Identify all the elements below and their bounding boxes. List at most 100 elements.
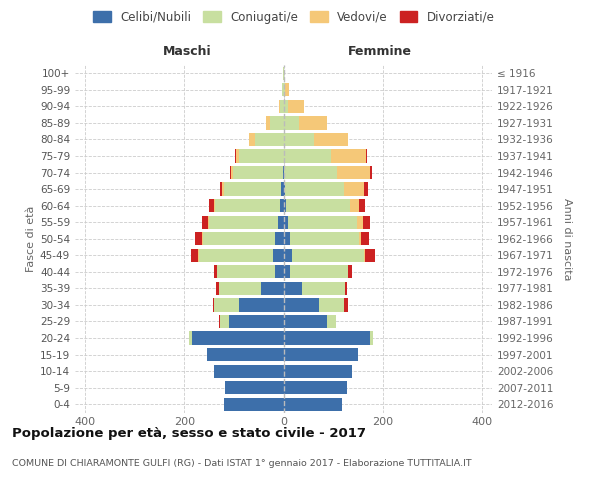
Bar <box>359 199 365 212</box>
Bar <box>281 182 284 196</box>
Y-axis label: Fasce di età: Fasce di età <box>26 206 36 272</box>
Bar <box>224 398 284 411</box>
Bar <box>275 265 284 278</box>
Bar <box>219 282 261 295</box>
Bar <box>290 265 347 278</box>
Bar <box>194 232 202 245</box>
Bar <box>365 248 376 262</box>
Bar <box>272 248 284 262</box>
Bar <box>213 298 214 312</box>
Bar <box>299 116 326 130</box>
Bar <box>219 315 220 328</box>
Bar <box>357 216 363 229</box>
Bar <box>370 166 373 179</box>
Bar <box>206 348 284 361</box>
Bar <box>348 265 352 278</box>
Bar <box>370 332 373 344</box>
Bar <box>191 332 284 344</box>
Bar <box>286 199 350 212</box>
Bar <box>302 282 344 295</box>
Bar <box>284 298 319 312</box>
Bar <box>284 232 290 245</box>
Bar <box>290 232 359 245</box>
Bar <box>214 364 284 378</box>
Bar <box>284 133 314 146</box>
Bar <box>209 216 278 229</box>
Bar <box>239 150 284 162</box>
Bar <box>203 232 275 245</box>
Bar <box>289 100 304 113</box>
Bar <box>232 166 233 179</box>
Bar <box>327 315 336 328</box>
Bar <box>214 199 215 212</box>
Bar <box>283 166 284 179</box>
Bar <box>284 248 292 262</box>
Bar <box>282 83 284 96</box>
Bar <box>284 315 327 328</box>
Bar <box>220 315 229 328</box>
Bar <box>284 100 289 113</box>
Bar <box>363 216 370 229</box>
Bar <box>249 133 255 146</box>
Bar <box>314 133 348 146</box>
Bar <box>284 398 342 411</box>
Bar <box>292 248 364 262</box>
Bar <box>214 265 217 278</box>
Bar <box>284 265 290 278</box>
Bar <box>202 216 208 229</box>
Bar <box>284 83 286 96</box>
Bar <box>344 298 348 312</box>
Bar <box>284 216 289 229</box>
Bar <box>284 199 286 212</box>
Bar <box>319 298 344 312</box>
Bar <box>198 248 199 262</box>
Text: Femmine: Femmine <box>347 45 412 58</box>
Bar <box>269 116 284 130</box>
Bar <box>284 150 331 162</box>
Bar <box>233 166 283 179</box>
Bar <box>208 216 209 229</box>
Bar <box>284 381 347 394</box>
Bar <box>230 166 232 179</box>
Text: Maschi: Maschi <box>163 45 212 58</box>
Bar <box>361 232 369 245</box>
Bar <box>284 348 358 361</box>
Bar <box>189 332 191 344</box>
Bar <box>261 282 284 295</box>
Legend: Celibi/Nubili, Coniugati/e, Vedovi/e, Divorziati/e: Celibi/Nubili, Coniugati/e, Vedovi/e, Di… <box>89 6 499 28</box>
Y-axis label: Anni di nascita: Anni di nascita <box>562 198 572 280</box>
Bar <box>236 150 239 162</box>
Bar <box>364 248 365 262</box>
Bar <box>344 282 347 295</box>
Text: COMUNE DI CHIARAMONTE GULFI (RG) - Dati ISTAT 1° gennaio 2017 - Elaborazione TUT: COMUNE DI CHIARAMONTE GULFI (RG) - Dati … <box>12 459 472 468</box>
Bar <box>284 182 285 196</box>
Bar <box>285 182 344 196</box>
Bar <box>283 66 284 80</box>
Bar <box>331 150 367 162</box>
Bar <box>284 282 302 295</box>
Bar <box>344 182 364 196</box>
Bar <box>284 116 299 130</box>
Bar <box>284 332 370 344</box>
Bar <box>239 298 284 312</box>
Bar <box>224 182 281 196</box>
Bar <box>337 166 370 179</box>
Bar <box>199 248 272 262</box>
Bar <box>284 166 337 179</box>
Bar <box>364 182 368 196</box>
Bar <box>220 182 223 196</box>
Bar <box>286 83 289 96</box>
Bar <box>225 381 284 394</box>
Bar <box>229 315 284 328</box>
Text: Popolazione per età, sesso e stato civile - 2017: Popolazione per età, sesso e stato civil… <box>12 428 366 440</box>
Bar <box>214 298 239 312</box>
Bar <box>280 100 284 113</box>
Bar <box>191 248 198 262</box>
Bar <box>217 282 219 295</box>
Bar <box>266 116 269 130</box>
Bar <box>215 199 280 212</box>
Bar <box>217 265 275 278</box>
Bar <box>209 199 214 212</box>
Bar <box>275 232 284 245</box>
Bar <box>284 364 352 378</box>
